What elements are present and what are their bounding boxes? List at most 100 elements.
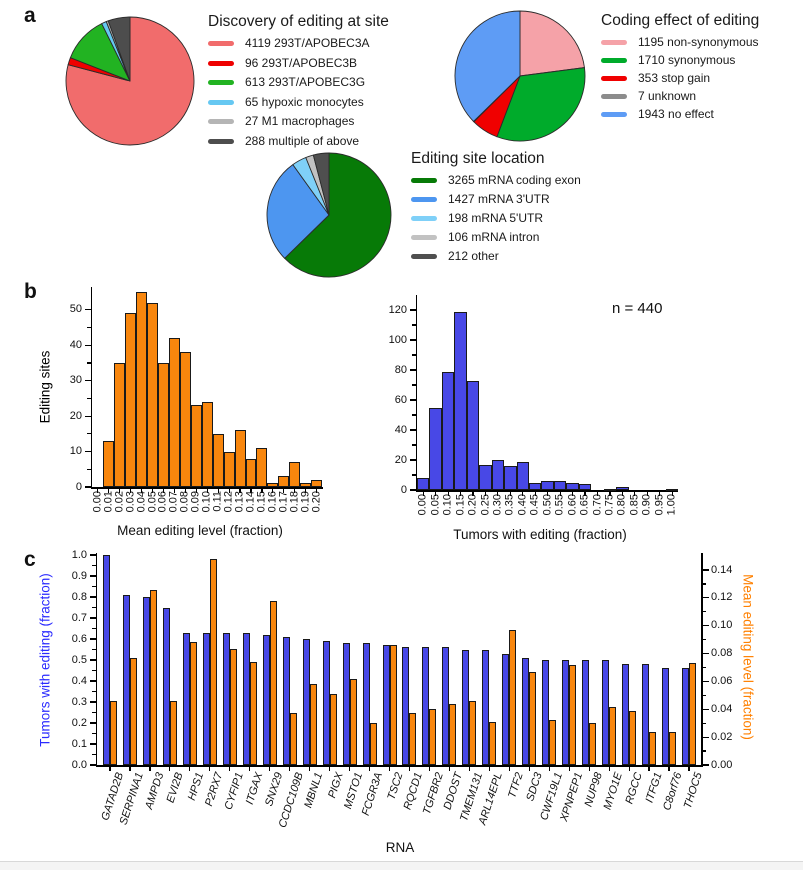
x-tick-label: 0.70 bbox=[591, 494, 603, 516]
x-tick-label: 0.90 bbox=[640, 494, 653, 516]
y-tick-label: 30 bbox=[69, 374, 82, 387]
y-tick bbox=[412, 324, 416, 326]
left-y-tick bbox=[89, 575, 96, 577]
histogram-bar bbox=[157, 362, 169, 487]
pie-coding-effect-chart bbox=[454, 10, 586, 142]
x-tick bbox=[648, 766, 650, 771]
mean-editing-bar bbox=[669, 731, 677, 765]
y-tick bbox=[87, 468, 91, 470]
y-tick bbox=[87, 326, 91, 329]
histogram-bar bbox=[201, 401, 213, 487]
tumors-fraction-bar bbox=[482, 649, 490, 765]
left-y-tick bbox=[92, 585, 96, 588]
pie-slice bbox=[266, 164, 330, 259]
left-y-tick bbox=[89, 638, 96, 640]
tumors-fraction-bar bbox=[122, 594, 130, 765]
b2-x-axis-title: Tumors with editing (fraction) bbox=[453, 527, 627, 542]
histogram-bar bbox=[311, 479, 323, 487]
left-y-tick bbox=[89, 596, 96, 598]
x-tick bbox=[173, 488, 175, 493]
mean-editing-bar bbox=[169, 700, 177, 765]
histogram-bar bbox=[190, 405, 202, 487]
gene-tick-label: TGFBR2 bbox=[420, 771, 446, 816]
tumors-fraction-bar bbox=[322, 641, 330, 765]
left-y-tick bbox=[89, 680, 96, 682]
right-y-tick bbox=[702, 750, 706, 752]
y-tick-label: 40 bbox=[69, 338, 82, 351]
right-axis-line bbox=[701, 553, 703, 767]
x-tick-label: 0.40 bbox=[516, 494, 529, 516]
left-y-tick-label: 0.8 bbox=[71, 590, 87, 603]
x-tick bbox=[316, 488, 318, 493]
x-tick bbox=[534, 491, 536, 496]
y-tick bbox=[409, 459, 416, 461]
x-tick bbox=[459, 491, 462, 496]
x-tick bbox=[228, 488, 230, 493]
legend-discovery-items: 4119 293T/APOBEC3A 96 293T/APOBEC3B 613 29… bbox=[208, 37, 389, 148]
tumors-fraction-bar bbox=[422, 647, 430, 765]
tumors-fraction-bar bbox=[242, 632, 250, 765]
mean-editing-bar bbox=[129, 657, 137, 765]
x-tick bbox=[584, 491, 586, 496]
tumors-fraction-bar bbox=[282, 636, 290, 765]
legend-location-title: Editing site location bbox=[411, 150, 545, 167]
pie-slice bbox=[312, 152, 330, 216]
legend-discovery: Discovery of editing at site 4119 293T/A… bbox=[208, 13, 389, 154]
tumors-fraction-bar bbox=[262, 634, 270, 765]
legend-swatch bbox=[601, 94, 627, 99]
x-tick bbox=[250, 488, 252, 493]
legend-item-label: 27 M1 macrophages bbox=[245, 114, 355, 128]
mean-editing-bar bbox=[569, 664, 577, 765]
histogram-bar bbox=[603, 488, 617, 491]
x-tick bbox=[522, 491, 524, 496]
left-y-tick bbox=[89, 617, 96, 619]
x-tick bbox=[272, 488, 274, 493]
legend-location-items: 3265 mRNA coding exon 1427 mRNA 3'UTR 198 … bbox=[411, 174, 581, 263]
x-tick bbox=[329, 766, 331, 771]
legend-item-label: 198 mRNA 5'UTR bbox=[448, 211, 543, 225]
pie-slice bbox=[284, 152, 392, 278]
y-tick bbox=[84, 380, 91, 382]
x-tick bbox=[448, 766, 450, 771]
mean-editing-bar bbox=[189, 642, 197, 765]
legend-swatch bbox=[411, 254, 437, 259]
legend-coding-effect-items: 1195 non-synonymous 1710 synonymous 353 st… bbox=[601, 36, 759, 121]
histogram-bar bbox=[114, 362, 126, 487]
mean-editing-bar bbox=[549, 720, 557, 765]
gene-tick-label: NUP98 bbox=[582, 771, 606, 809]
mean-editing-bar bbox=[629, 710, 637, 765]
x-tick bbox=[119, 488, 121, 493]
tumors-fraction-bar bbox=[162, 607, 170, 765]
left-y-tick bbox=[92, 669, 96, 672]
tumors-fraction-bar bbox=[202, 632, 210, 765]
left-y-tick bbox=[92, 648, 96, 651]
x-tick bbox=[559, 491, 561, 496]
legend-item-label: 1427 mRNA 3'UTR bbox=[448, 192, 550, 206]
x-tick bbox=[195, 488, 197, 493]
x-tick bbox=[249, 766, 251, 771]
left-y-tick bbox=[92, 732, 96, 735]
b1-x-axis-title: Mean editing level (fraction) bbox=[117, 523, 283, 538]
y-tick bbox=[409, 339, 416, 341]
y-tick-label: 0 bbox=[400, 483, 407, 496]
legend-swatch bbox=[208, 99, 234, 105]
histogram-bar bbox=[504, 466, 517, 490]
histogram-bar bbox=[223, 451, 235, 487]
x-tick bbox=[588, 766, 590, 771]
x-tick bbox=[169, 766, 171, 771]
legend-swatch bbox=[411, 197, 437, 202]
mean-editing-bar bbox=[110, 700, 117, 765]
x-tick bbox=[568, 766, 570, 771]
histogram-bar bbox=[416, 478, 430, 490]
x-tick-label: 0.30 bbox=[491, 494, 504, 516]
y-tick bbox=[409, 309, 416, 311]
y-tick bbox=[87, 397, 91, 399]
right-y-tick bbox=[702, 583, 706, 585]
x-tick-label: 0.95 bbox=[653, 494, 666, 516]
left-y-tick-label: 0.4 bbox=[71, 674, 87, 687]
left-y-tick-label: 0.0 bbox=[71, 758, 87, 771]
x-tick bbox=[671, 491, 673, 496]
histogram-bar bbox=[466, 380, 480, 490]
legend-item-label: 212 other bbox=[448, 249, 499, 263]
gene-tick-label: TSC2 bbox=[385, 771, 406, 802]
